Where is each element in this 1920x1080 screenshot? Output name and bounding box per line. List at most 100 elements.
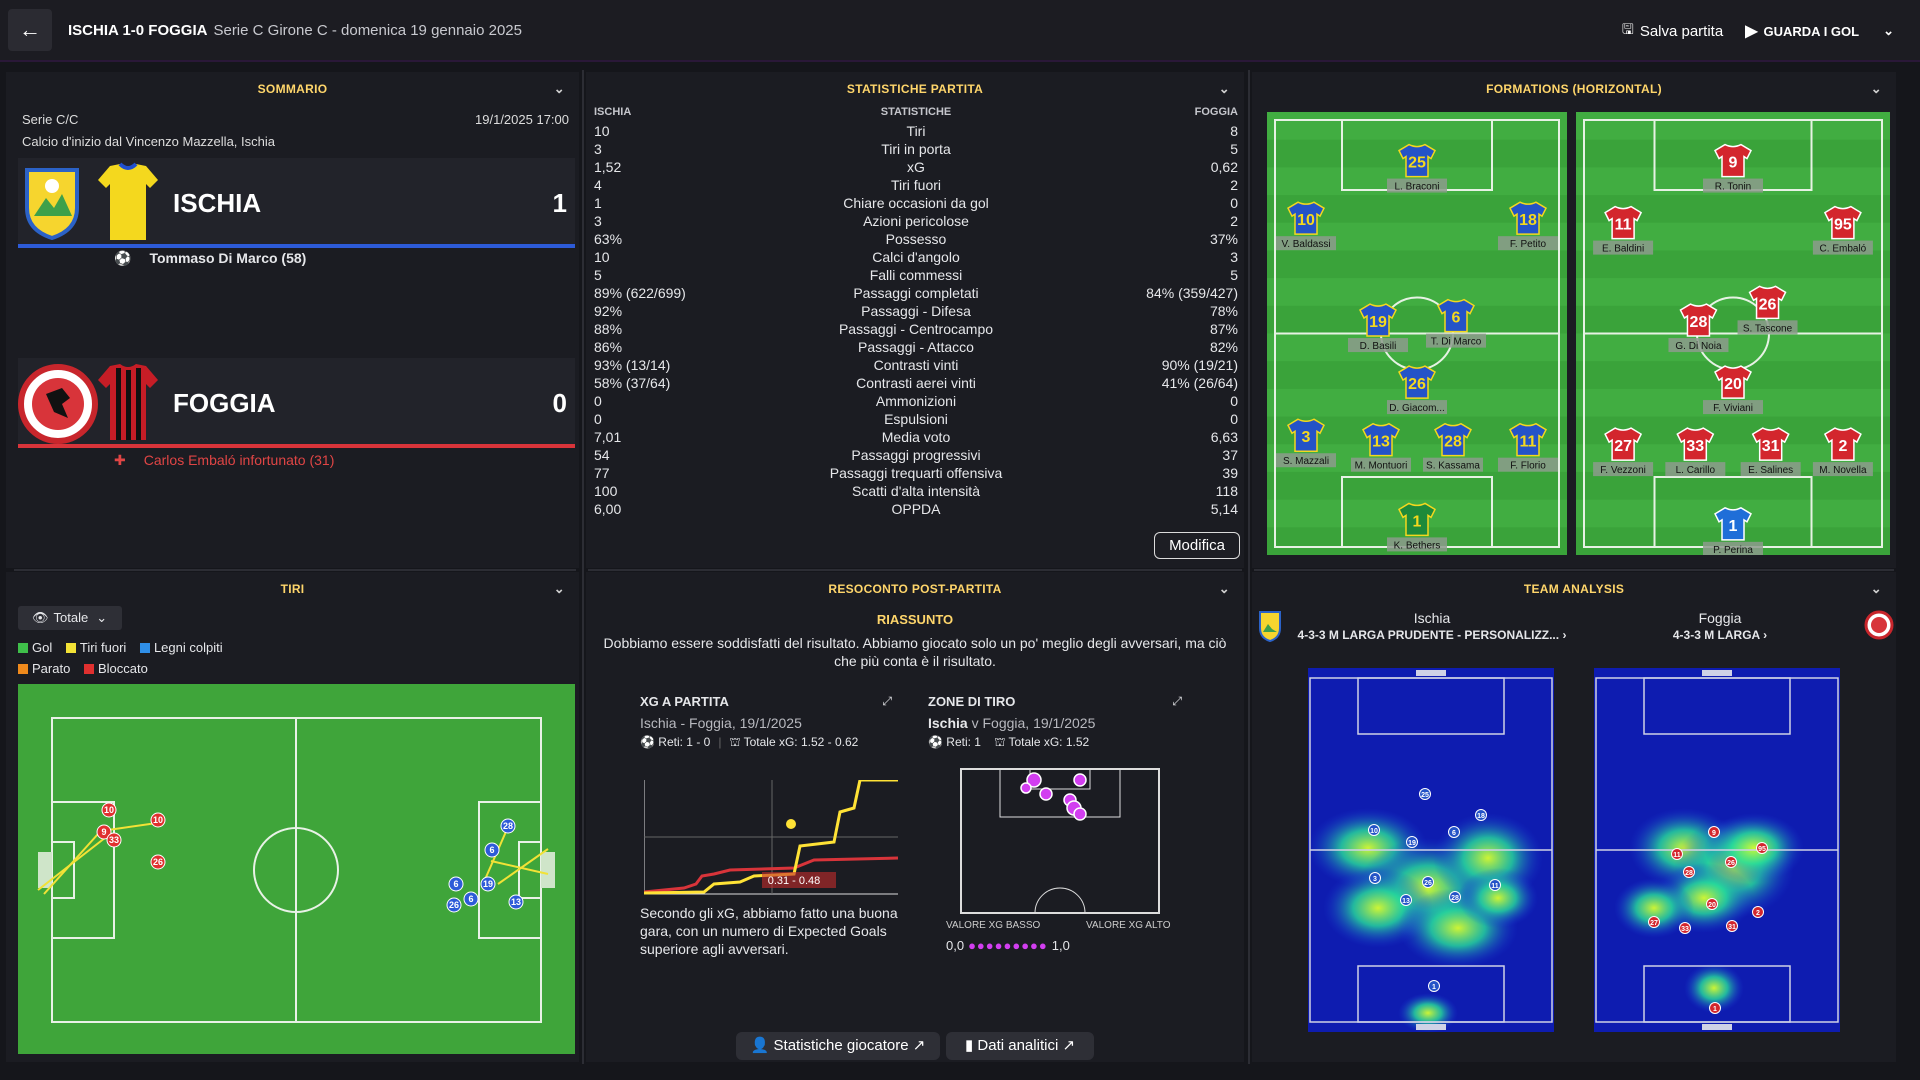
stat-home-value: 88%	[594, 321, 623, 337]
stat-home-value: 100	[594, 483, 618, 499]
home-team-bar	[18, 244, 575, 248]
heatmap-player-dot: 26	[1725, 856, 1737, 868]
player-marker[interactable]: 31 E. Salines	[1740, 427, 1801, 477]
stat-row: 5 Falli commessi 5	[594, 266, 1238, 284]
player-marker[interactable]: 25 L. Braconi	[1387, 143, 1447, 193]
report-header[interactable]: RESOCONTO POST-PARTITA ⌄	[586, 572, 1244, 606]
shot-marker: 26	[150, 854, 166, 870]
shots-pitch: 10 9 33 10 26 28 6 19 6 6 26 13	[18, 684, 575, 1054]
player-marker[interactable]: 11 E. Baldini	[1593, 205, 1654, 255]
analytics-label: Dati analitici	[977, 1037, 1059, 1054]
chevron-down-icon[interactable]: ⌄	[1870, 81, 1882, 96]
svg-text:28: 28	[1685, 870, 1693, 877]
shots-filter-dropdown[interactable]: 👁 Totale ⌄	[18, 606, 122, 630]
stat-label: Falli commessi	[869, 267, 963, 283]
eye-icon: 👁	[32, 610, 49, 625]
svg-text:19: 19	[483, 879, 493, 889]
team-analysis-title: TEAM ANALYSIS	[1523, 582, 1625, 596]
heatmap-player-dot: 11	[1489, 879, 1501, 891]
shot-marker: 10	[101, 802, 117, 818]
player-marker[interactable]: 20 F. Viviani	[1703, 365, 1763, 415]
save-match-button[interactable]: 🖫 Salva partita	[1622, 19, 1723, 43]
player-marker[interactable]: 1 K. Bethers	[1387, 502, 1447, 552]
stat-away-value: 0	[1230, 393, 1238, 409]
bar-chart-icon: ▮	[964, 1037, 974, 1054]
player-marker[interactable]: 2 M. Novella	[1812, 427, 1873, 477]
home-team-row: ISCHIA 1	[18, 158, 575, 248]
legend-tiri-fuori-label: Tiri fuori	[79, 640, 127, 655]
player-marker[interactable]: 1 P. Perina	[1703, 506, 1763, 555]
shot-marker: 19	[480, 876, 496, 892]
legend-legni-label: Legni colpiti	[153, 640, 223, 655]
chevron-down-icon[interactable]: ⌄	[1218, 81, 1230, 96]
player-marker[interactable]: 27 F. Vezzoni	[1593, 427, 1654, 477]
stadium-icon: ⛫	[994, 735, 1006, 749]
player-marker[interactable]: 19 D. Basili	[1348, 303, 1408, 353]
chevron-down-icon[interactable]: ⌄	[553, 81, 565, 96]
legend-gol: Gol	[18, 638, 52, 658]
team-analysis-header[interactable]: TEAM ANALYSIS ⌄	[1252, 572, 1896, 606]
heatmap-player-dot: 11	[1671, 848, 1683, 860]
chevron-down-icon[interactable]: ⌄	[1870, 581, 1882, 596]
expand-icon[interactable]: ⤢	[882, 694, 892, 708]
player-name: G. Di Noia	[1675, 341, 1722, 352]
zones-total: Totale xG: 1.52	[1008, 735, 1090, 749]
svg-text:6: 6	[453, 879, 458, 889]
player-marker[interactable]: 26 S. Tascone	[1737, 285, 1798, 335]
player-number: 1	[1729, 518, 1738, 535]
svg-text:33: 33	[1681, 926, 1689, 933]
ball-icon: ⚽	[928, 735, 943, 749]
player-marker[interactable]: 10 V. Baldassi	[1276, 201, 1336, 251]
edit-button[interactable]: Modifica	[1154, 532, 1240, 559]
player-marker[interactable]: 13 M. Montuori	[1351, 422, 1411, 472]
analysis-home-tactic[interactable]: 4-3-3 M LARGA PRUDENTE - PERSONALIZZ... …	[1297, 628, 1567, 642]
analysis-away-tactic[interactable]: 4-3-3 M LARGA ›	[1672, 628, 1768, 642]
stat-home-value: 0	[594, 411, 602, 427]
svg-text:31: 31	[1728, 924, 1736, 931]
home-event-text: Tommaso Di Marco (58)	[149, 250, 307, 266]
player-marker[interactable]: 3 S. Mazzali	[1276, 418, 1336, 468]
stat-away-value: 90% (19/21)	[1161, 357, 1238, 373]
player-name: F. Florio	[1510, 461, 1546, 472]
player-marker[interactable]: 28 G. Di Noia	[1668, 303, 1729, 353]
shots-header[interactable]: TIRI ⌄	[6, 572, 579, 606]
player-marker[interactable]: 28 S. Kassama	[1423, 422, 1483, 472]
back-button[interactable]: ←	[8, 9, 52, 51]
stat-row: 4 Tiri fuori 2	[594, 176, 1238, 194]
external-link-icon: ↗	[912, 1037, 926, 1054]
player-name: F. Viviani	[1713, 403, 1753, 414]
chevron-down-icon[interactable]: ⌄	[1218, 581, 1230, 596]
player-marker[interactable]: 18 F. Petito	[1498, 201, 1558, 251]
player-marker[interactable]: 95 C. Embaló	[1812, 205, 1873, 255]
chevron-down-icon: ⌄	[1883, 23, 1894, 38]
expand-icon[interactable]: ⤢	[1172, 694, 1182, 708]
svg-text:10: 10	[1370, 828, 1378, 835]
match-score-title: ISCHIA 1-0 FOGGIA	[68, 22, 208, 39]
formations-header[interactable]: FORMATIONS (HORIZONTAL) ⌄	[1252, 72, 1896, 106]
stat-away-value: 87%	[1209, 321, 1238, 337]
player-number: 10	[1297, 212, 1315, 229]
analytics-button[interactable]: ▮ Dati analitici ↗	[946, 1032, 1094, 1060]
player-name: C. Embaló	[1820, 244, 1867, 255]
heatmap-player-dot: 1	[1709, 1002, 1721, 1014]
player-marker[interactable]: 11 F. Florio	[1498, 422, 1558, 472]
player-marker[interactable]: 9 R. Tonin	[1703, 143, 1763, 193]
player-stats-button[interactable]: 👤 Statistiche giocatore ↗	[736, 1032, 940, 1060]
player-number: 11	[1520, 434, 1537, 451]
watch-goals-button[interactable]: ▶ GUARDA I GOL ⌄	[1745, 21, 1894, 41]
shot-marker: 26	[446, 897, 462, 913]
ischia-crest-small-icon	[1259, 611, 1281, 642]
player-marker[interactable]: 26 D. Giacom...	[1387, 365, 1447, 415]
chevron-down-icon[interactable]: ⌄	[553, 581, 565, 596]
stats-title: STATISTICHE PARTITA	[846, 82, 984, 96]
player-stats-label: Statistiche giocatore	[773, 1037, 909, 1054]
stats-header[interactable]: STATISTICHE PARTITA ⌄	[586, 72, 1244, 106]
xg-high-label: VALORE XG ALTO	[1086, 920, 1171, 931]
player-marker[interactable]: 33 L. Carillo	[1665, 427, 1726, 477]
report-panel: RESOCONTO POST-PARTITA ⌄	[586, 572, 1244, 1062]
play-icon: ▶	[1745, 23, 1758, 40]
row-divider	[14, 569, 576, 571]
summary-header[interactable]: SOMMARIO ⌄	[6, 72, 579, 106]
player-marker[interactable]: 6 T. Di Marco	[1426, 298, 1486, 348]
player-name: L. Carillo	[1676, 465, 1716, 476]
